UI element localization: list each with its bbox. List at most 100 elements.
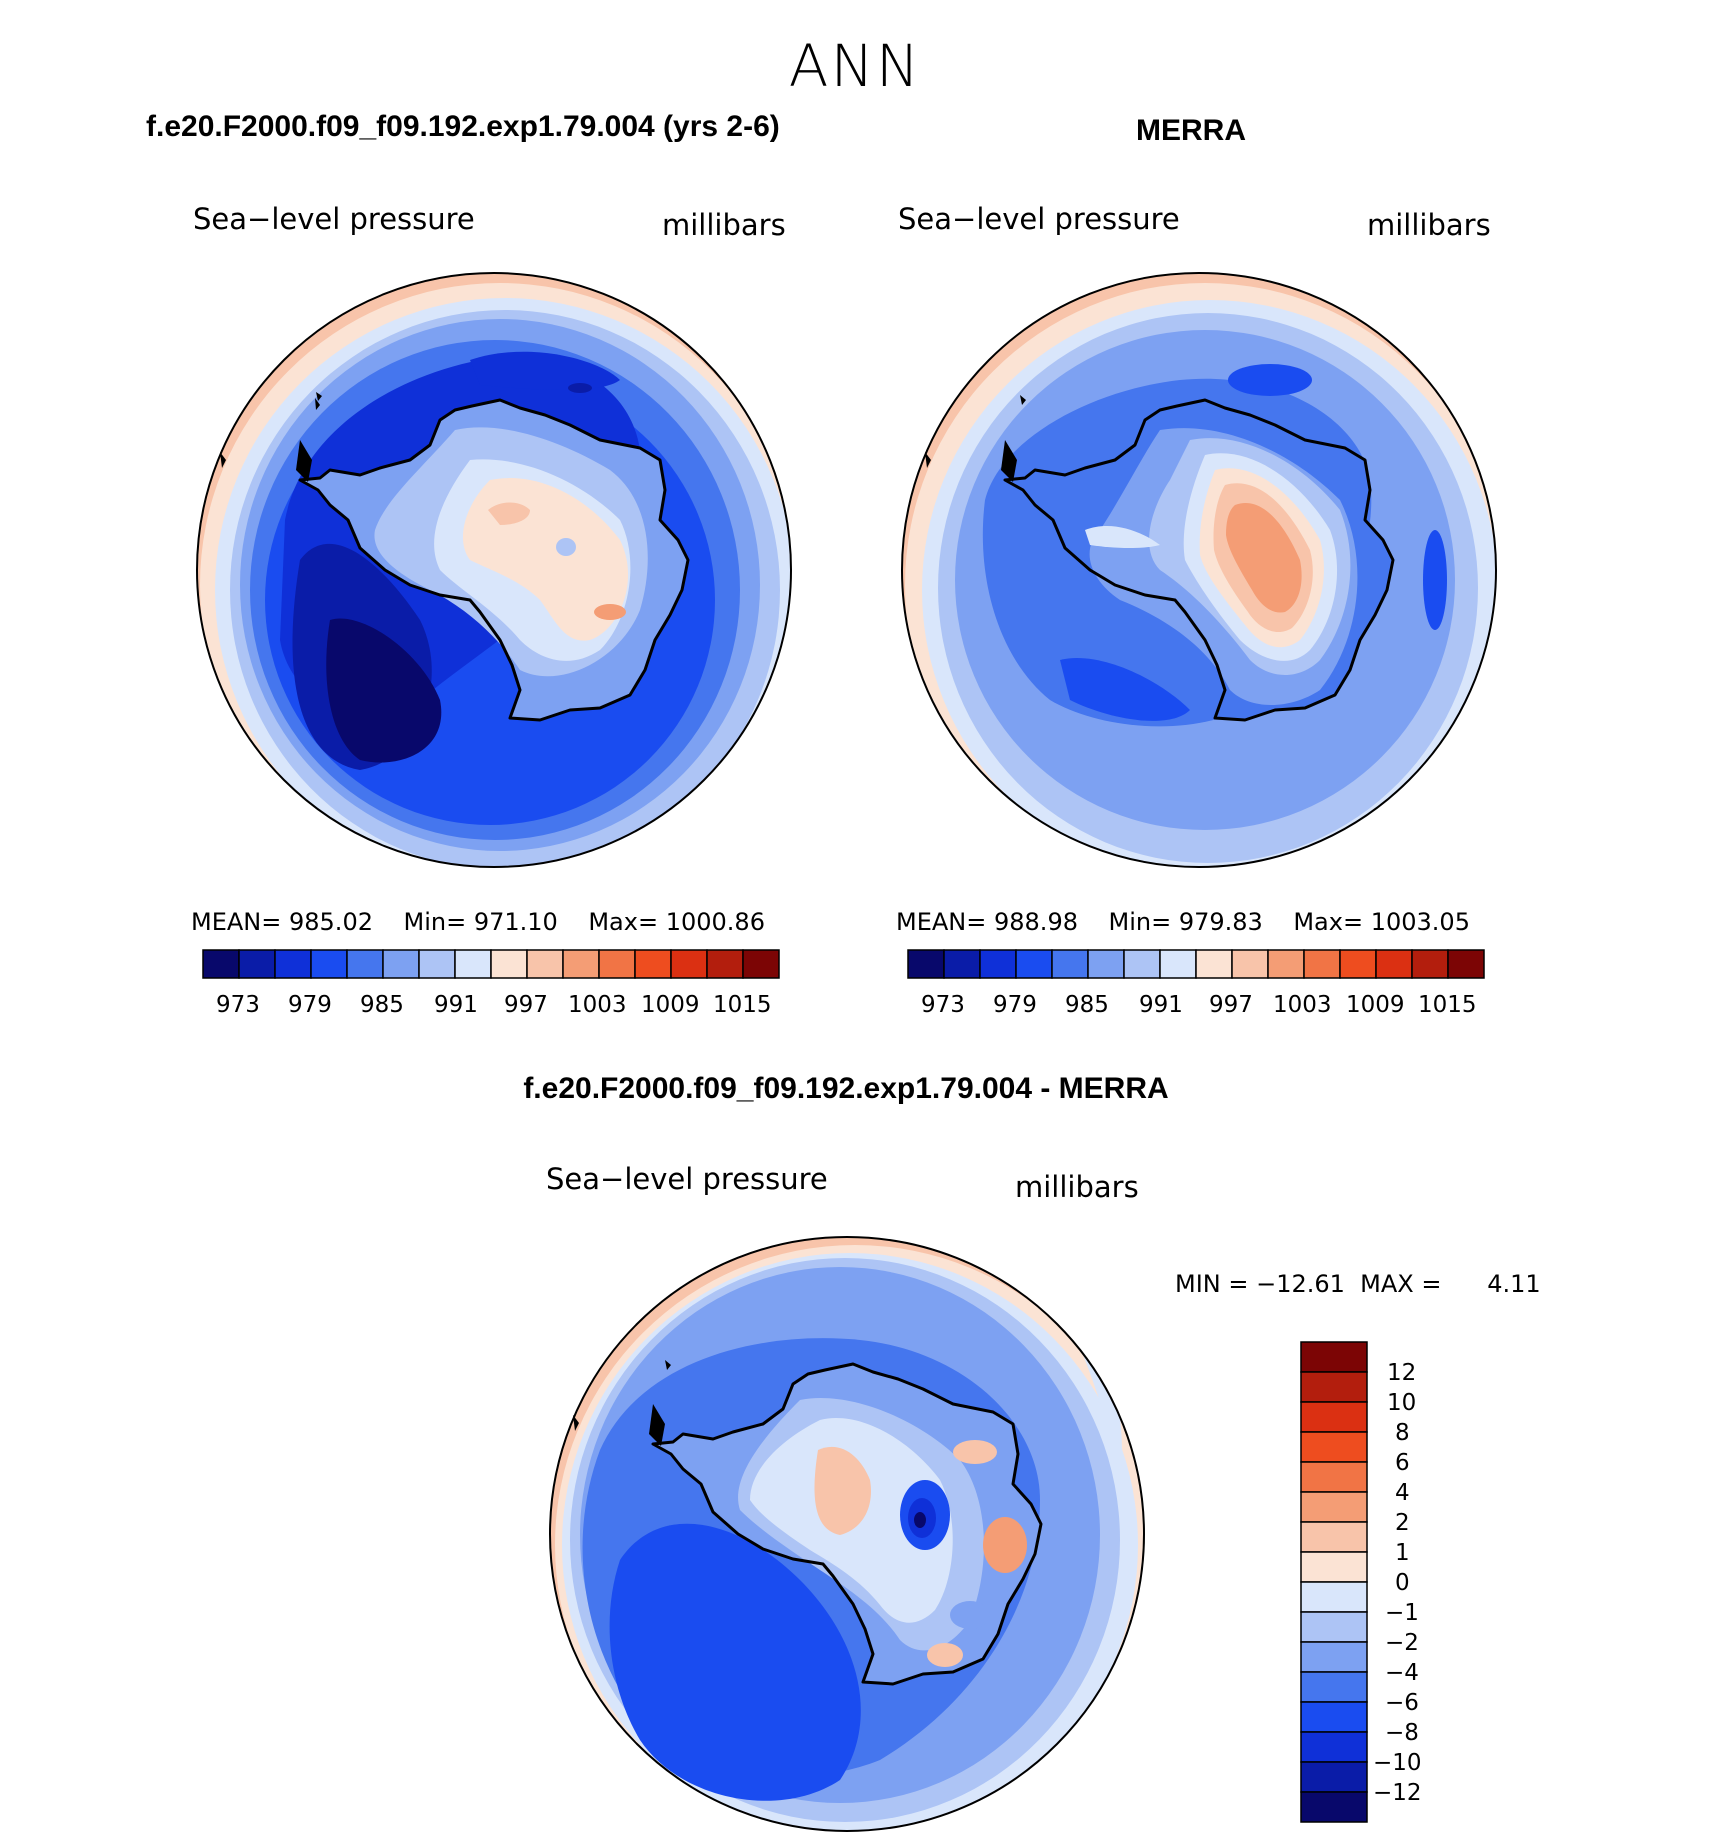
diff-cbar-tick: −8	[1385, 1720, 1419, 1746]
model-max-label: Max=	[588, 908, 659, 936]
colorbar-box	[562, 949, 600, 979]
diff-colorbar	[1300, 1341, 1368, 1823]
diff-cbar-tick: −4	[1385, 1660, 1419, 1686]
obs-map	[901, 272, 1497, 868]
diff-cbar-tick: 10	[1387, 1390, 1417, 1416]
colorbar-box	[907, 949, 945, 979]
colorbar-box	[202, 949, 240, 979]
colorbar-box	[943, 949, 981, 979]
colorbar-box	[1195, 949, 1233, 979]
colorbar-box	[1339, 949, 1377, 979]
colorbar-box	[1087, 949, 1125, 979]
colorbar-box	[1375, 949, 1413, 979]
diff-cbar-tick: −1	[1385, 1600, 1419, 1626]
obs-mean-label: MEAN=	[896, 908, 987, 936]
model-max-value: 1000.86	[665, 908, 765, 936]
diff-minmax: MIN = −12.61 MAX = 4.11	[1175, 1270, 1541, 1298]
obs-case-title: MERRA	[1136, 114, 1246, 147]
diff-cbar-tick: 0	[1395, 1570, 1410, 1596]
diff-cbar-tick: 2	[1395, 1510, 1410, 1536]
obs-colorbar	[907, 949, 1485, 979]
model-cbar-tick: 1009	[641, 992, 700, 1018]
model-case-title: f.e20.F2000.f09_f09.192.exp1.79.004 (yrs…	[146, 110, 780, 143]
colorbar-box	[1300, 1521, 1368, 1553]
colorbar-box	[1159, 949, 1197, 979]
diff-cbar-tick: −10	[1373, 1750, 1422, 1776]
colorbar-box	[1300, 1461, 1368, 1493]
obs-stats: MEAN= 988.98 Min= 979.83 Max= 1003.05	[896, 908, 1470, 936]
colorbar-box	[1300, 1641, 1368, 1673]
colorbar-box	[742, 949, 780, 979]
model-cbar-tick: 979	[288, 992, 332, 1018]
colorbar-box	[1300, 1491, 1368, 1523]
model-variable-label: Sea−level pressure	[193, 202, 475, 236]
obs-min-label: Min=	[1108, 908, 1172, 936]
obs-cbar-tick: 1015	[1418, 992, 1477, 1018]
diff-cbar-tick: 12	[1387, 1360, 1417, 1386]
obs-cbar-tick: 1009	[1346, 992, 1405, 1018]
obs-cbar-tick: 979	[993, 992, 1037, 1018]
diff-cbar-tick: −6	[1385, 1690, 1419, 1716]
obs-min-value: 979.83	[1178, 908, 1263, 936]
colorbar-box	[598, 949, 636, 979]
colorbar-box	[1300, 1341, 1368, 1373]
colorbar-box	[490, 949, 528, 979]
colorbar-box	[310, 949, 348, 979]
obs-variable-label: Sea−level pressure	[898, 202, 1180, 236]
diff-cbar-tick: −2	[1385, 1630, 1419, 1656]
colorbar-box	[274, 949, 312, 979]
colorbar-box	[634, 949, 672, 979]
colorbar-box	[979, 949, 1017, 979]
colorbar-box	[1447, 949, 1485, 979]
diff-cbar-tick: −12	[1373, 1780, 1422, 1806]
obs-cbar-tick: 991	[1139, 992, 1183, 1018]
colorbar-box	[1300, 1611, 1368, 1643]
diff-map	[549, 1236, 1145, 1832]
obs-cbar-tick: 1003	[1273, 992, 1332, 1018]
colorbar-box	[1123, 949, 1161, 979]
colorbar-box	[1300, 1761, 1368, 1793]
model-units-label: millibars	[662, 208, 786, 242]
colorbar-box	[1300, 1551, 1368, 1583]
model-mean-value: 985.02	[289, 908, 373, 936]
colorbar-box	[1015, 949, 1053, 979]
diff-units-label: millibars	[1015, 1170, 1139, 1204]
colorbar-box	[1300, 1671, 1368, 1703]
colorbar-box	[526, 949, 564, 979]
model-cbar-tick: 985	[360, 992, 404, 1018]
diff-cbar-tick: 1	[1395, 1540, 1410, 1566]
colorbar-box	[1300, 1731, 1368, 1763]
obs-cbar-tick: 985	[1065, 992, 1109, 1018]
colorbar-box	[670, 949, 708, 979]
obs-max-label: Max=	[1293, 908, 1364, 936]
colorbar-box	[1303, 949, 1341, 979]
model-min-label: Min=	[403, 908, 467, 936]
model-min-value: 971.10	[473, 908, 558, 936]
obs-mean-value: 988.98	[994, 908, 1078, 936]
diff-variable-label: Sea−level pressure	[546, 1162, 828, 1196]
model-cbar-tick: 991	[434, 992, 478, 1018]
model-map	[196, 272, 792, 868]
model-mean-label: MEAN=	[191, 908, 282, 936]
obs-units-label: millibars	[1367, 208, 1491, 242]
colorbar-box	[1300, 1371, 1368, 1403]
colorbar-box	[1300, 1791, 1368, 1823]
colorbar-box	[346, 949, 384, 979]
colorbar-box	[1411, 949, 1449, 979]
colorbar-box	[1267, 949, 1305, 979]
model-stats: MEAN= 985.02 Min= 971.10 Max= 1000.86	[191, 908, 765, 936]
colorbar-box	[1051, 949, 1089, 979]
model-cbar-tick: 997	[504, 992, 548, 1018]
colorbar-box	[418, 949, 456, 979]
diff-cbar-tick: 6	[1395, 1450, 1410, 1476]
model-cbar-tick: 1003	[568, 992, 627, 1018]
colorbar-box	[706, 949, 744, 979]
model-colorbar	[202, 949, 780, 979]
diff-cbar-tick: 8	[1395, 1420, 1410, 1446]
obs-max-value: 1003.05	[1370, 908, 1470, 936]
colorbar-box	[1300, 1581, 1368, 1613]
colorbar-box	[454, 949, 492, 979]
colorbar-box	[238, 949, 276, 979]
model-cbar-tick: 973	[216, 992, 260, 1018]
